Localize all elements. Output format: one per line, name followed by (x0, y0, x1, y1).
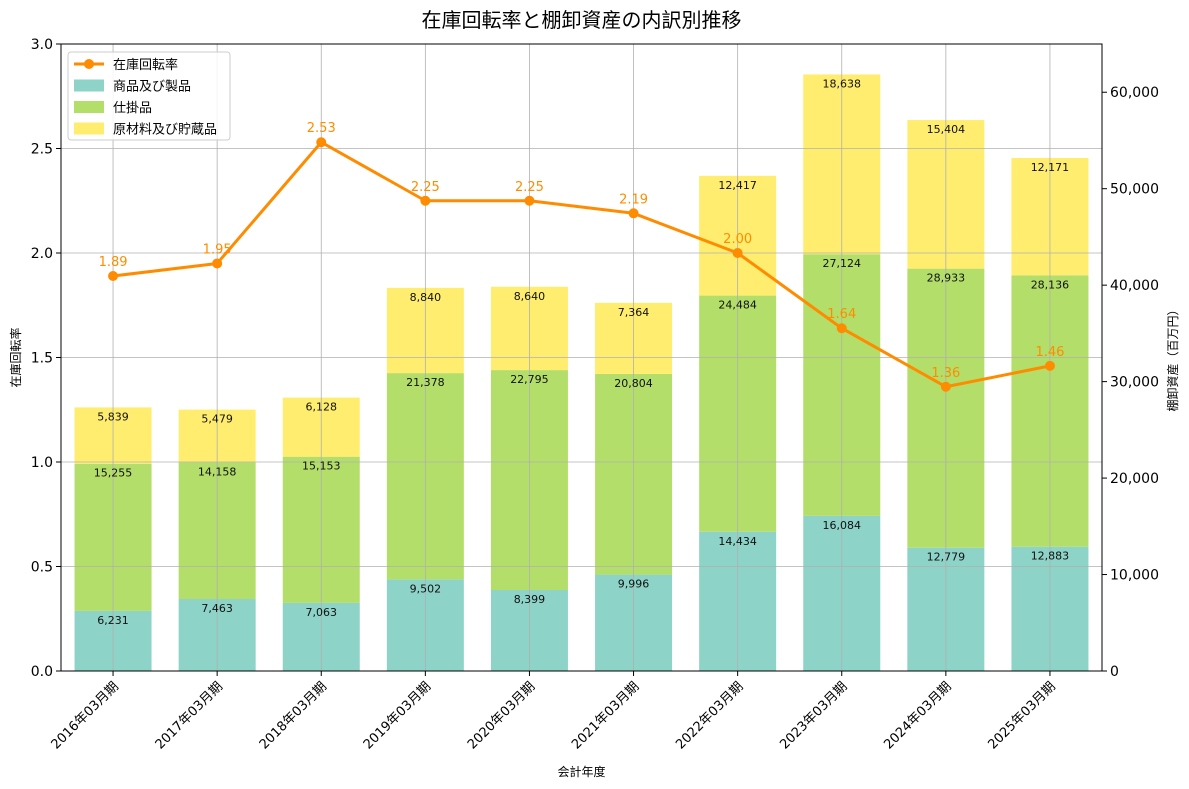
left-tick-label: 0.0 (31, 664, 53, 680)
turnover-point-2017年03月期 (212, 258, 223, 269)
legend-bar-swatch (74, 122, 104, 135)
right-tick-label: 0 (1110, 664, 1119, 680)
bar-value-label: 16,084 (823, 519, 862, 532)
turnover-point-2021年03月期 (628, 208, 639, 219)
bar-value-label: 24,484 (718, 299, 757, 312)
x-tick-label: 2022年03月期 (673, 679, 746, 752)
bar-value-label: 7,364 (618, 306, 650, 319)
bar-value-label: 28,933 (927, 272, 966, 285)
legend-bar-swatch (74, 79, 104, 92)
bar-value-label: 7,063 (306, 606, 338, 619)
x-tick-label: 2019年03月期 (361, 679, 434, 752)
right-tick-label: 20,000 (1110, 471, 1159, 487)
x-tick-label: 2016年03月期 (49, 679, 122, 752)
turnover-point-2023年03月期 (836, 323, 847, 334)
bar-value-label: 20,804 (614, 377, 653, 390)
turnover-value-label: 2.00 (723, 232, 752, 247)
bar-value-label: 28,136 (1031, 278, 1070, 291)
turnover-value-label: 1.95 (203, 242, 232, 257)
bar-value-label: 12,171 (1031, 161, 1070, 174)
bar-value-label: 15,153 (302, 460, 341, 473)
turnover-value-label: 1.46 (1035, 345, 1064, 360)
bar-value-label: 22,795 (510, 373, 549, 386)
x-tick-label: 2021年03月期 (569, 679, 642, 752)
bar-value-label: 18,638 (823, 77, 862, 90)
right-axis-label: 棚卸資産（百万円） (1165, 303, 1180, 411)
turnover-value-label: 2.53 (307, 121, 336, 136)
bar-value-label: 12,779 (927, 551, 966, 564)
left-axis-label: 在庫回転率 (8, 327, 23, 387)
bar-value-label: 8,640 (514, 290, 546, 303)
bar-value-label: 12,883 (1031, 550, 1070, 563)
bar-value-label: 8,399 (514, 593, 546, 606)
bar-value-label: 6,231 (97, 614, 129, 627)
legend-box (67, 51, 231, 141)
x-tick-label: 2020年03月期 (465, 679, 538, 752)
bar-value-label: 5,839 (97, 410, 129, 423)
legend-bar-swatch (74, 101, 104, 113)
turnover-point-2020年03月期 (524, 195, 535, 206)
turnover-value-label: 1.64 (827, 307, 856, 322)
right-tick-label: 30,000 (1110, 375, 1159, 391)
x-tick-label: 2018年03月期 (257, 679, 330, 752)
x-tick-label: 2024年03月期 (881, 679, 954, 752)
right-tick-label: 50,000 (1110, 182, 1159, 198)
bar-value-label: 12,417 (718, 179, 757, 192)
right-tick-label: 60,000 (1110, 85, 1159, 101)
legend-entry-label: 原材料及び貯蔵品 (113, 123, 217, 138)
bar-value-label: 9,996 (618, 578, 650, 591)
bar-value-label: 7,463 (201, 602, 233, 615)
left-tick-label: 3.0 (31, 37, 53, 53)
legend-marker-swatch (84, 59, 94, 69)
bar-value-label: 27,124 (823, 257, 862, 270)
bar-value-label: 14,158 (198, 465, 237, 478)
bar-value-label: 21,378 (406, 376, 445, 389)
left-tick-label: 1.0 (31, 455, 53, 471)
bar-value-label: 6,128 (306, 401, 338, 414)
bar-value-label: 14,434 (718, 535, 757, 548)
chart-title: 在庫回転率と棚卸資産の内訳別推移 (422, 8, 742, 32)
turnover-point-2016年03月期 (108, 270, 119, 281)
bar-value-label: 15,404 (927, 123, 966, 136)
turnover-point-2025年03月期 (1044, 360, 1055, 371)
x-tick-label: 2017年03月期 (153, 679, 226, 752)
left-tick-label: 0.5 (31, 560, 53, 576)
turnover-value-label: 1.89 (99, 255, 128, 270)
x-axis-label: 会計年度 (557, 764, 605, 779)
bar-value-label: 9,502 (410, 582, 442, 595)
legend-entry-label: 在庫回転率 (113, 57, 178, 73)
turnover-point-2024年03月期 (940, 381, 951, 392)
bar-value-label: 5,479 (201, 413, 233, 426)
left-tick-label: 1.5 (31, 351, 53, 367)
left-tick-label: 2.5 (31, 142, 53, 158)
turnover-value-label: 2.19 (619, 192, 648, 207)
turnover-point-2022年03月期 (732, 248, 743, 258)
turnover-value-label: 2.25 (515, 180, 544, 195)
turnover-value-label: 1.36 (931, 366, 960, 381)
x-tick-label: 2025年03月期 (985, 679, 1058, 752)
turnover-point-2018年03月期 (316, 137, 327, 148)
bar-value-label: 8,840 (410, 291, 442, 304)
x-tick-label: 2023年03月期 (777, 679, 850, 752)
legend-entry-label: 仕掛品 (113, 101, 152, 116)
turnover-point-2019年03月期 (420, 195, 431, 206)
bar-value-label: 15,255 (94, 467, 133, 480)
right-tick-label: 40,000 (1110, 278, 1159, 294)
left-tick-label: 2.0 (31, 246, 53, 262)
legend-entry-label: 商品及び製品 (113, 80, 191, 95)
right-tick-label: 10,000 (1110, 568, 1159, 584)
turnover-value-label: 2.25 (411, 180, 440, 195)
turnover-line (112, 140, 1051, 389)
